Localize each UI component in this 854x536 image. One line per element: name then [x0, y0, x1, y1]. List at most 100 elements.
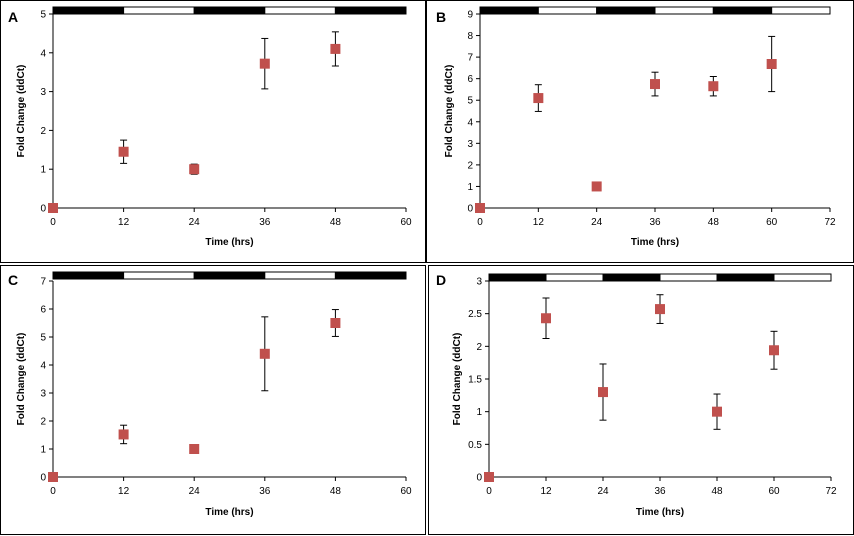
y-axis-label: Fold Change (ddCt)	[16, 65, 27, 158]
x-tick-label: 48	[708, 217, 720, 228]
x-tick-label: 36	[654, 486, 666, 497]
x-tick-label: 0	[477, 217, 483, 228]
y-tick-label: 5	[467, 96, 473, 107]
panel-d: 0 0.5 1 1.5 2 2.5 3 0 12 24 36 48 60 72 Time (hrs) Fold…	[428, 265, 854, 535]
x-tick-label: 48	[330, 217, 342, 228]
x-tick-label: 60	[766, 217, 778, 228]
y-tick-label: 2	[476, 342, 482, 353]
data-point	[533, 93, 544, 104]
data-point	[189, 164, 200, 175]
y-tick-label: 9	[467, 10, 473, 21]
x-tick-label: 36	[649, 217, 661, 228]
y-tick-label: 0	[40, 473, 46, 484]
x-tick-label: 0	[50, 217, 56, 228]
x-tick-label: 72	[824, 217, 836, 228]
dark-period-segment	[716, 273, 775, 282]
y-tick-label: 3	[40, 389, 46, 400]
y-tick-label: 0	[40, 204, 46, 215]
panel-letter: C	[8, 272, 18, 288]
x-tick-label: 24	[597, 486, 609, 497]
dark-period-segment	[52, 271, 125, 280]
dark-period-segment	[596, 6, 656, 15]
y-tick-label: 1	[476, 407, 482, 418]
light-period-segment	[264, 271, 336, 280]
y-tick-label: 4	[40, 361, 46, 372]
y-tick-label: 4	[467, 117, 473, 128]
y-tick-label: 6	[40, 305, 46, 316]
y-tick-label: 6	[467, 74, 473, 85]
data-point	[330, 318, 341, 328]
y-tick-label: 3	[476, 277, 482, 288]
y-tick-label: 0	[476, 473, 482, 484]
y-tick-label: 2	[40, 126, 46, 137]
x-tick-label: 48	[330, 486, 342, 497]
light-period-segment	[545, 273, 604, 282]
data-point	[708, 81, 719, 92]
data-point	[484, 472, 494, 482]
y-tick-label: 7	[467, 53, 473, 64]
data-point	[48, 472, 58, 482]
x-axis-label: Time (hrs)	[631, 237, 679, 248]
panel-frame	[426, 0, 854, 263]
x-tick-label: 0	[50, 486, 56, 497]
y-tick-label: 1.5	[468, 375, 482, 386]
data-point	[118, 146, 129, 157]
data-point	[189, 444, 200, 454]
dark-period-segment	[193, 271, 266, 280]
y-tick-label: 3	[467, 139, 473, 150]
dark-period-segment	[712, 6, 773, 15]
data-point	[766, 59, 777, 70]
x-tick-label: 12	[118, 217, 130, 228]
x-tick-label: 12	[540, 486, 552, 497]
data-point	[259, 58, 270, 69]
y-tick-label: 1	[467, 182, 473, 193]
dark-period-segment	[334, 271, 407, 280]
data-point	[591, 181, 602, 192]
y-tick-label: 5	[40, 10, 46, 21]
dark-period-segment	[52, 6, 125, 15]
dark-period-segment	[488, 273, 547, 282]
data-point	[598, 387, 608, 398]
data-point	[541, 313, 551, 324]
x-tick-label: 72	[825, 486, 837, 497]
y-axis-label: Fold Change (ddCt)	[16, 333, 27, 426]
x-tick-label: 60	[768, 486, 780, 497]
x-axis-label: Time (hrs)	[205, 237, 253, 248]
y-tick-label: 7	[40, 277, 46, 288]
x-tick-label: 60	[400, 217, 412, 228]
y-tick-label: 2.5	[468, 309, 482, 320]
dark-period-segment	[602, 273, 661, 282]
panel-frame	[428, 265, 854, 535]
y-tick-label: 4	[40, 48, 46, 59]
panel-frame	[0, 0, 426, 263]
data-point	[259, 348, 270, 359]
light-period-segment	[654, 6, 714, 15]
data-point	[48, 203, 58, 213]
y-axis-label: Fold Change (ddCt)	[452, 333, 463, 426]
data-point	[712, 406, 722, 417]
x-tick-label: 24	[189, 486, 201, 497]
panel-letter: B	[436, 9, 446, 25]
x-tick-label: 12	[533, 217, 545, 228]
panel-frame	[0, 265, 426, 535]
x-axis-label: Time (hrs)	[205, 507, 253, 518]
y-tick-label: 1	[40, 165, 46, 176]
x-tick-label: 12	[118, 486, 130, 497]
data-point	[769, 345, 779, 356]
light-period-segment	[123, 6, 195, 15]
data-point	[118, 429, 129, 440]
y-tick-label: 2	[467, 160, 473, 171]
y-tick-label: 8	[467, 31, 473, 42]
y-tick-label: 0	[467, 204, 473, 215]
data-point	[655, 304, 665, 315]
x-tick-label: 60	[400, 486, 412, 497]
y-tick-label: 1	[40, 445, 46, 456]
light-period-segment	[771, 6, 831, 15]
light-period-segment	[773, 273, 832, 282]
data-point	[475, 203, 485, 213]
x-tick-label: 36	[259, 486, 271, 497]
